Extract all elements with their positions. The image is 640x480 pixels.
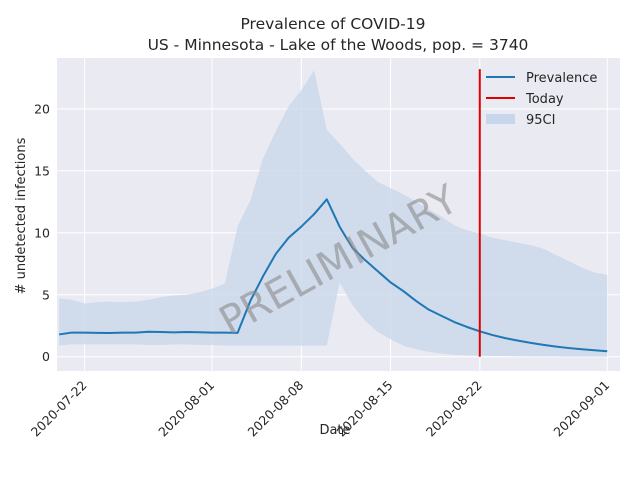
x-tick-label: 2020-08-22 bbox=[423, 378, 485, 440]
x-tick-label: 2020-08-08 bbox=[244, 377, 306, 439]
series-lines bbox=[58, 69, 608, 357]
y-tick-label: 10 bbox=[34, 225, 50, 240]
x-tick-label: 2020-08-01 bbox=[155, 378, 217, 440]
legend-label-today: Today bbox=[525, 92, 564, 107]
chart-subtitle: US - Minnesota - Lake of the Woods, pop.… bbox=[148, 36, 529, 54]
x-tick-label: 2020-07-22 bbox=[28, 378, 90, 440]
prevalence-line bbox=[58, 198, 608, 353]
legend-label-prevalence: Prevalence bbox=[526, 71, 597, 86]
y-tick-label: 5 bbox=[42, 287, 50, 302]
y-tick-label: 20 bbox=[34, 101, 50, 116]
x-axis-label: Date bbox=[319, 423, 350, 438]
y-tick-label: 0 bbox=[42, 349, 50, 364]
y-axis-label: # undetected infections bbox=[14, 137, 29, 294]
legend-label-95ci: 95CI bbox=[526, 113, 555, 128]
x-tick-label: 2020-09-01 bbox=[550, 378, 612, 440]
chart-title: Prevalence of COVID-19 bbox=[240, 15, 425, 33]
legend: Prevalence Today 95CI bbox=[486, 71, 597, 128]
legend-swatch-95ci bbox=[486, 114, 515, 124]
y-tick-label: 15 bbox=[34, 163, 50, 178]
y-tick-labels: 0 5 10 15 20 bbox=[34, 101, 50, 364]
